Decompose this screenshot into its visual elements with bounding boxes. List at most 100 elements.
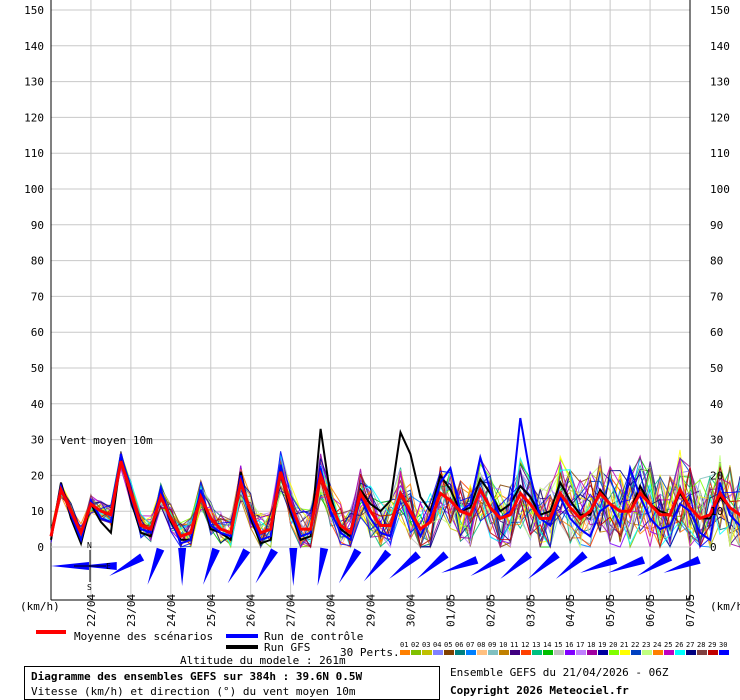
legend-pert-swatch <box>554 650 564 655</box>
legend-mean-label: Moyenne des scénarios <box>74 630 214 643</box>
legend-pert-number: 09 <box>488 641 496 649</box>
y-tick-label-left: 130 <box>24 76 44 89</box>
legend-pert-swatch <box>455 650 465 655</box>
legend-pert-number: 20 <box>609 641 617 649</box>
wind-arrow <box>289 548 298 586</box>
wind-arrow <box>663 556 701 573</box>
y-unit-label-right: (km/h) <box>710 600 740 613</box>
y-tick-label-left: 20 <box>31 469 44 482</box>
legend-pert-swatch <box>543 650 553 655</box>
x-tick-label-date: 06/05 <box>644 594 657 627</box>
x-tick-label-date: 30/04 <box>404 594 417 627</box>
wind-arrow <box>637 553 673 576</box>
x-tick-label-date: 05/05 <box>604 594 617 627</box>
legend-pert-number: 27 <box>686 641 694 649</box>
wind-arrow <box>109 553 145 576</box>
legend-pert-swatch <box>422 650 432 655</box>
wind-arrow <box>528 551 560 579</box>
wind-arrow <box>147 547 165 585</box>
legend-pert-number: 13 <box>532 641 540 649</box>
y-tick-label-right: 60 <box>710 326 723 339</box>
wind-arrow <box>500 551 532 579</box>
wind-arrow <box>555 551 588 579</box>
legend-pert-swatch <box>477 650 487 655</box>
wind-arrow <box>338 548 362 584</box>
legend-pert-swatch <box>466 650 476 655</box>
x-tick-label-date: 27/04 <box>285 594 298 627</box>
legend-pert-number: 14 <box>543 641 551 649</box>
y-tick-label-right: 10 <box>710 505 723 518</box>
x-tick-label-date: 03/05 <box>524 594 537 627</box>
wind-arrow <box>363 549 392 582</box>
legend-pert-swatch <box>598 650 608 655</box>
altitude-label: Altitude du modele : 261m <box>180 654 346 667</box>
x-tick-label-date: 04/05 <box>564 594 577 627</box>
legend-pert-swatch <box>521 650 531 655</box>
legend-pert-swatch <box>620 650 630 655</box>
legend-pert-swatch <box>609 650 619 655</box>
legend-pert-number: 23 <box>642 641 650 649</box>
legend-pert-number: 28 <box>697 641 705 649</box>
y-tick-label-right: 130 <box>710 76 730 89</box>
y-tick-label-left: 90 <box>31 219 44 232</box>
legend-pert-number: 12 <box>521 641 529 649</box>
legend-pert-swatch <box>400 650 410 655</box>
y-tick-label-left: 50 <box>31 362 44 375</box>
y-tick-label-right: 110 <box>710 147 730 160</box>
legend-gfs-label: Run GFS <box>264 641 311 654</box>
legend-pert-swatch <box>675 650 685 655</box>
y-tick-label-right: 120 <box>710 111 730 124</box>
legend-pert-number: 24 <box>653 641 661 649</box>
legend-pert-number: 06 <box>455 641 463 649</box>
legend-pert-swatch <box>488 650 498 655</box>
y-tick-label-right: 30 <box>710 434 723 447</box>
compass-east-label: E <box>106 562 111 571</box>
x-tick-label-date: 28/04 <box>325 594 338 627</box>
x-tick-label-date: 01/05 <box>444 594 457 627</box>
legend-pert-number: 16 <box>565 641 573 649</box>
x-tick-label-date: 23/04 <box>125 594 138 627</box>
legend-pert-number: 25 <box>664 641 672 649</box>
x-tick-label-date: 22/04 <box>85 594 98 627</box>
y-tick-label-right: 40 <box>710 398 723 411</box>
legend-pert-number: 21 <box>620 641 628 649</box>
y-tick-label-right: 0 <box>710 541 717 554</box>
wind-arrow <box>178 548 187 586</box>
y-tick-label-right: 70 <box>710 290 723 303</box>
legend-pert-number: 18 <box>587 641 595 649</box>
legend-pert-swatch <box>433 650 443 655</box>
x-tick-label-date: 29/04 <box>365 594 378 627</box>
y-tick-label-left: 40 <box>31 398 44 411</box>
legend-pert-swatch <box>631 650 641 655</box>
y-tick-label-left: 100 <box>24 183 44 196</box>
legend-pert-number: 30 <box>719 641 727 649</box>
wind-arrow <box>203 547 220 585</box>
y-unit-label-left: (km/h) <box>20 600 60 613</box>
x-tick-label-date: 24/04 <box>165 594 178 627</box>
x-tick-label-date: 02/05 <box>484 594 497 627</box>
legend-pert-swatch <box>510 650 520 655</box>
chart-annotation: Vent moyen 10m <box>60 434 153 447</box>
x-tick-label-date: 26/04 <box>245 594 258 627</box>
wind-arrow <box>441 556 479 573</box>
legend-pert-number: 05 <box>444 641 452 649</box>
compass-south-label: S <box>87 583 92 592</box>
legend-pert-number: 10 <box>499 641 507 649</box>
info-subtitle: Vitesse (km/h) et direction (°) du vent … <box>31 685 356 698</box>
y-tick-label-left: 0 <box>37 541 44 554</box>
legend-pert-swatch <box>653 650 663 655</box>
wind-arrow <box>50 562 89 570</box>
y-tick-label-right: 50 <box>710 362 723 375</box>
wind-arrow <box>470 553 506 576</box>
info-title: Diagramme des ensembles GEFS sur 384h : … <box>31 670 363 683</box>
legend-pert-swatch <box>444 650 454 655</box>
y-tick-label-right: 150 <box>710 4 730 17</box>
legend-pert-number: 19 <box>598 641 606 649</box>
legend-pert-swatch <box>499 650 509 655</box>
legend-pert-swatch <box>708 650 718 655</box>
legend-pert-number: 17 <box>576 641 584 649</box>
legend-pert-number: 07 <box>466 641 474 649</box>
wind-arrow <box>580 556 618 573</box>
wind-arrow <box>607 556 646 573</box>
